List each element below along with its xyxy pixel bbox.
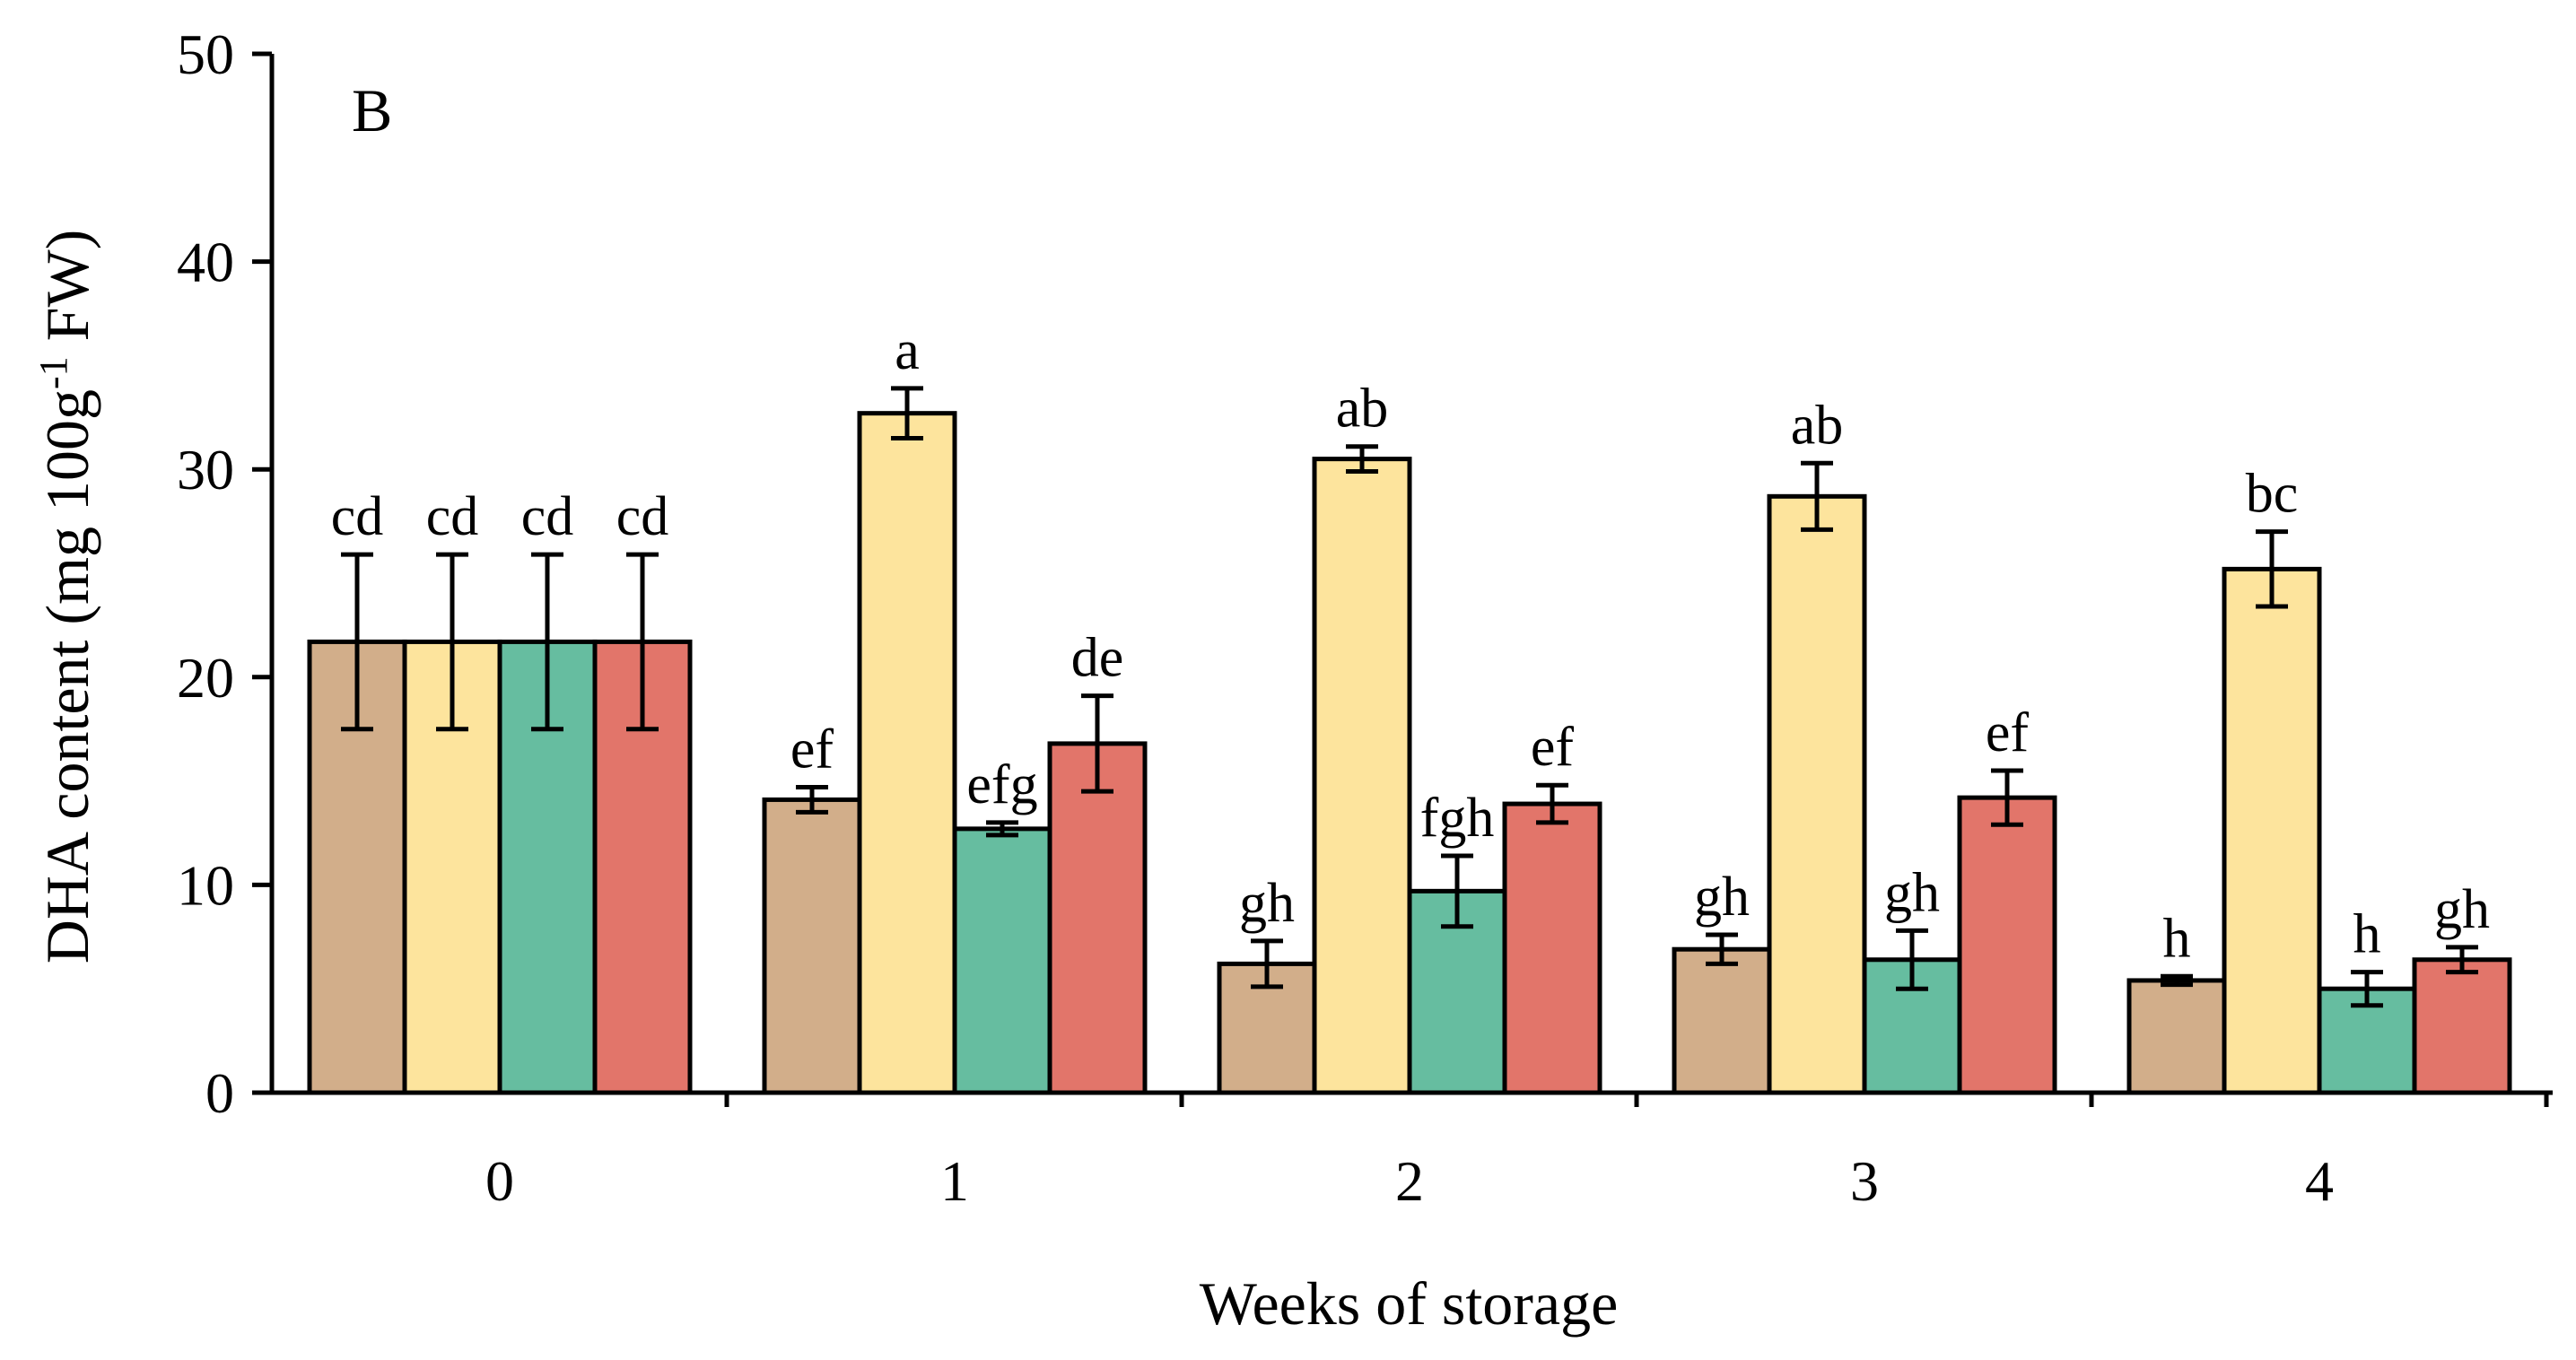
error-bar <box>1346 444 1378 475</box>
significance-label: gh <box>1884 862 1940 923</box>
significance-label: bc <box>2246 464 2299 525</box>
error-bar <box>1706 932 1738 966</box>
error-bar <box>2351 970 2383 1008</box>
y-axis-title: DHA content (mg 100g-1 FW) <box>31 230 101 964</box>
panel-label: B <box>352 76 392 144</box>
error-bar <box>1441 853 1473 929</box>
error-bar <box>1991 768 2023 827</box>
bar <box>1502 801 1602 1095</box>
axes-layer <box>269 54 2553 1095</box>
significance-label: h <box>2353 904 2381 965</box>
error-bar <box>531 552 563 732</box>
error-bar <box>891 386 923 440</box>
error-bar <box>1081 693 1113 794</box>
error-bar <box>1251 938 1283 989</box>
error-bar <box>341 552 373 732</box>
y-axis-title-main: DHA content (mg 100g <box>33 389 101 963</box>
significance-label: a <box>895 320 920 381</box>
error-bar <box>796 785 828 815</box>
significance-label: fgh <box>1420 788 1495 849</box>
significance-label: h <box>2163 908 2191 969</box>
significance-label: cd <box>521 486 574 547</box>
x-tick-label: 1 <box>940 1149 969 1213</box>
error-bar <box>436 552 468 732</box>
bar <box>1312 457 1412 1095</box>
error-bar <box>1801 460 1833 532</box>
y-ticks-layer: 0 10 20 30 40 50 <box>177 22 272 1125</box>
significance-label: de <box>1071 628 1124 689</box>
x-ticks-layer: 0 1 2 3 4 <box>485 1093 2549 1213</box>
y-tick-label: 40 <box>177 231 234 294</box>
x-tick-label: 2 <box>1395 1149 1424 1213</box>
bar <box>2222 566 2322 1095</box>
error-bar <box>626 552 659 732</box>
x-tick-label: 3 <box>1850 1149 1879 1213</box>
bar <box>2126 978 2227 1095</box>
y-tick-label: 20 <box>177 646 234 710</box>
x-tick-label: 4 <box>2305 1149 2334 1213</box>
significance-label: cd <box>426 486 479 547</box>
y-tick-label: 30 <box>177 438 234 501</box>
x-axis-title: Weeks of storage <box>1200 1269 1619 1338</box>
error-bar <box>1896 928 1928 991</box>
x-tick-label: 0 <box>485 1149 514 1213</box>
significance-label: ab <box>1791 395 1844 456</box>
significance-label: gh <box>1239 873 1295 934</box>
bar <box>1047 741 1148 1095</box>
bar <box>762 797 862 1095</box>
error-bar <box>2256 529 2288 609</box>
significance-label: efg <box>966 754 1037 815</box>
y-tick-label: 50 <box>177 22 234 86</box>
significance-label: cd <box>331 486 384 547</box>
significance-label: ab <box>1336 379 1389 440</box>
significance-label: ef <box>1986 702 2030 763</box>
bar <box>1767 493 1867 1095</box>
error-bar <box>2161 973 2193 988</box>
error-bar <box>2446 945 2478 975</box>
bar <box>1957 795 2057 1095</box>
significance-label: ef <box>790 719 834 780</box>
significance-label: ef <box>1531 717 1575 778</box>
y-axis-title-end: FW) <box>33 230 101 357</box>
y-tick-label: 0 <box>205 1061 234 1125</box>
error-bars-layer <box>341 386 2478 1008</box>
error-bar <box>1536 782 1568 825</box>
bar <box>857 411 957 1095</box>
y-axis-title-superscript: -1 <box>31 356 75 389</box>
significance-label: gh <box>2434 879 2490 940</box>
bar <box>2412 957 2512 1095</box>
bar <box>1672 946 1772 1095</box>
y-tick-label: 10 <box>177 853 234 917</box>
significance-label: gh <box>1694 867 1750 928</box>
error-bar <box>986 820 1018 838</box>
significance-label: cd <box>616 486 669 547</box>
bar <box>952 826 1052 1095</box>
